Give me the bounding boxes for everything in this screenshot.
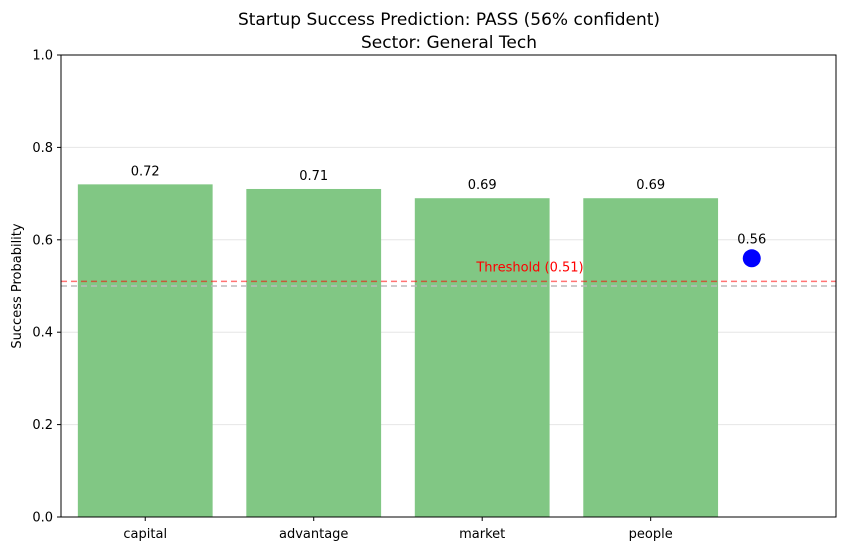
bar xyxy=(583,198,719,517)
overall-prediction-point xyxy=(742,249,761,268)
bar-layer xyxy=(77,184,719,518)
label-layer: 0.72 0.71 0.69 0.69 xyxy=(131,164,665,193)
y-tick-label: 0.8 xyxy=(32,141,53,156)
x-tick-label: people xyxy=(629,527,673,542)
overall-prediction-label: 0.56 xyxy=(737,232,766,247)
y-axis-label: Success Probability xyxy=(10,223,25,348)
bar-value-label: 0.72 xyxy=(131,164,160,179)
x-tick-label: capital xyxy=(123,527,167,542)
bar-value-label: 0.71 xyxy=(299,169,328,184)
plot-frame xyxy=(60,54,837,518)
y-tick-label: 0.6 xyxy=(32,233,53,248)
bar xyxy=(414,198,550,517)
y-tick-label: 0.4 xyxy=(32,326,53,341)
bar-value-label: 0.69 xyxy=(636,178,665,193)
y-tick-label: 1.0 xyxy=(32,49,53,64)
chart-subtitle: Sector: General Tech xyxy=(361,33,537,53)
x-tick-label: market xyxy=(459,527,505,542)
bar xyxy=(77,184,213,518)
x-tick-label: advantage xyxy=(279,527,348,542)
threshold-label: Threshold (0.51) xyxy=(475,260,583,275)
bar xyxy=(246,188,382,518)
y-tick-label: 0.0 xyxy=(32,511,53,526)
y-tick-label: 0.2 xyxy=(32,418,53,433)
bar-value-label: 0.69 xyxy=(468,178,497,193)
axis-layer: 0.0 0.2 0.4 0.6 0.8 1.0 capital advantage market… xyxy=(32,49,672,543)
line-layer xyxy=(61,280,836,287)
chart-title: Startup Success Prediction: PASS (56% co… xyxy=(238,10,660,30)
